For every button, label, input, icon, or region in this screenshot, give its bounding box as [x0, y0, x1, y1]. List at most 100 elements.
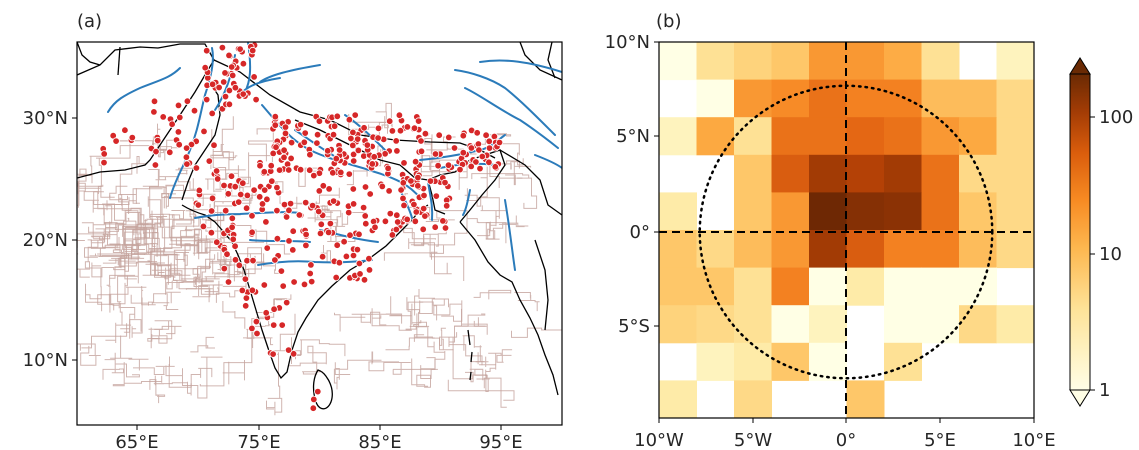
trajectory-track [201, 254, 223, 303]
station-point [329, 169, 337, 177]
station-point [242, 204, 251, 212]
trajectory-track [131, 297, 143, 338]
trajectory-track [130, 293, 179, 310]
trajectory-track [447, 133, 524, 166]
trajectory-track [420, 298, 449, 308]
station-point [421, 212, 429, 220]
station-point [121, 126, 129, 134]
reference-lines [659, 42, 1034, 418]
station-point [317, 220, 325, 228]
station-point [239, 90, 247, 98]
station-point [270, 305, 278, 313]
station-point [205, 157, 213, 165]
lon-tick-label: 85°E [358, 432, 401, 450]
station-point [231, 182, 239, 191]
station-point [250, 186, 258, 194]
station-point [306, 166, 314, 174]
y-tick-label: 10°N [605, 32, 650, 53]
trajectory-track [95, 213, 164, 233]
station-point [354, 135, 362, 143]
trajectory-track [368, 361, 438, 375]
station-point [239, 60, 248, 68]
station-point [459, 131, 467, 140]
station-point [227, 172, 236, 180]
heatmap-cell [921, 79, 960, 118]
station-point [381, 150, 389, 158]
station-point [310, 395, 318, 404]
station-point [324, 147, 332, 155]
station-point [435, 131, 443, 139]
trajectory-track [469, 368, 488, 381]
trajectory-track [154, 216, 163, 226]
station-point [393, 211, 401, 219]
station-point [166, 148, 174, 156]
station-point [174, 128, 183, 136]
station-point [241, 275, 250, 283]
station-point [420, 204, 428, 213]
heatmap-cell [696, 267, 735, 306]
trajectory-track [248, 128, 274, 162]
station-point [410, 200, 418, 209]
station-point [388, 127, 397, 135]
station-point [335, 259, 344, 267]
trajectory-track [212, 116, 234, 161]
station-point [242, 294, 251, 302]
station-point [289, 246, 297, 254]
trajectory-track [217, 237, 232, 271]
station-point [349, 141, 357, 150]
station-point [100, 150, 108, 158]
station-point [476, 164, 484, 173]
map-tick-marks [72, 117, 502, 430]
heatmap-cell [959, 305, 997, 344]
heatmap-cell [659, 117, 697, 156]
trajectory-track [485, 349, 513, 379]
station-point [220, 264, 228, 273]
station-point [267, 161, 275, 170]
station-point [229, 235, 237, 243]
station-point [349, 251, 358, 260]
trajectory-track [77, 261, 103, 312]
station-point [278, 321, 286, 329]
trajectory-track [204, 247, 269, 282]
station-point [371, 223, 379, 231]
trajectory-track [185, 227, 210, 260]
trajectory-track [222, 360, 245, 385]
station-point [150, 97, 159, 105]
heatmap-cell [996, 230, 1035, 269]
station-point [306, 269, 314, 278]
trajectory-track [149, 379, 166, 404]
trajectory-track [190, 336, 215, 353]
station-point [221, 206, 230, 215]
station-point [183, 160, 191, 168]
heatmap-cell [884, 230, 922, 269]
station-point [306, 150, 314, 159]
trajectory-track [126, 210, 197, 236]
trajectory-track [351, 296, 403, 326]
heatmap-cell [734, 117, 772, 156]
station-point [315, 207, 323, 216]
station-point [302, 241, 310, 250]
station-point [283, 298, 291, 307]
station-point [263, 244, 271, 252]
station-point [434, 161, 442, 170]
station-point [351, 111, 359, 119]
map-frame [76, 41, 563, 426]
station-point [243, 191, 252, 200]
station-point [296, 165, 305, 174]
station-point [215, 83, 223, 92]
station-point [325, 185, 333, 193]
station-point [349, 185, 357, 193]
trajectory-track [124, 228, 166, 280]
station-point [330, 122, 339, 130]
trajectory-track [199, 318, 268, 387]
station-point [384, 164, 392, 172]
station-point [333, 112, 341, 120]
station-point [202, 47, 211, 55]
station-points [99, 42, 504, 412]
map-area [77, 42, 562, 425]
colorbar-tick-label: 10 [1099, 244, 1122, 265]
station-point [445, 133, 453, 142]
station-point [388, 231, 397, 239]
trajectory-tracks [77, 102, 562, 416]
